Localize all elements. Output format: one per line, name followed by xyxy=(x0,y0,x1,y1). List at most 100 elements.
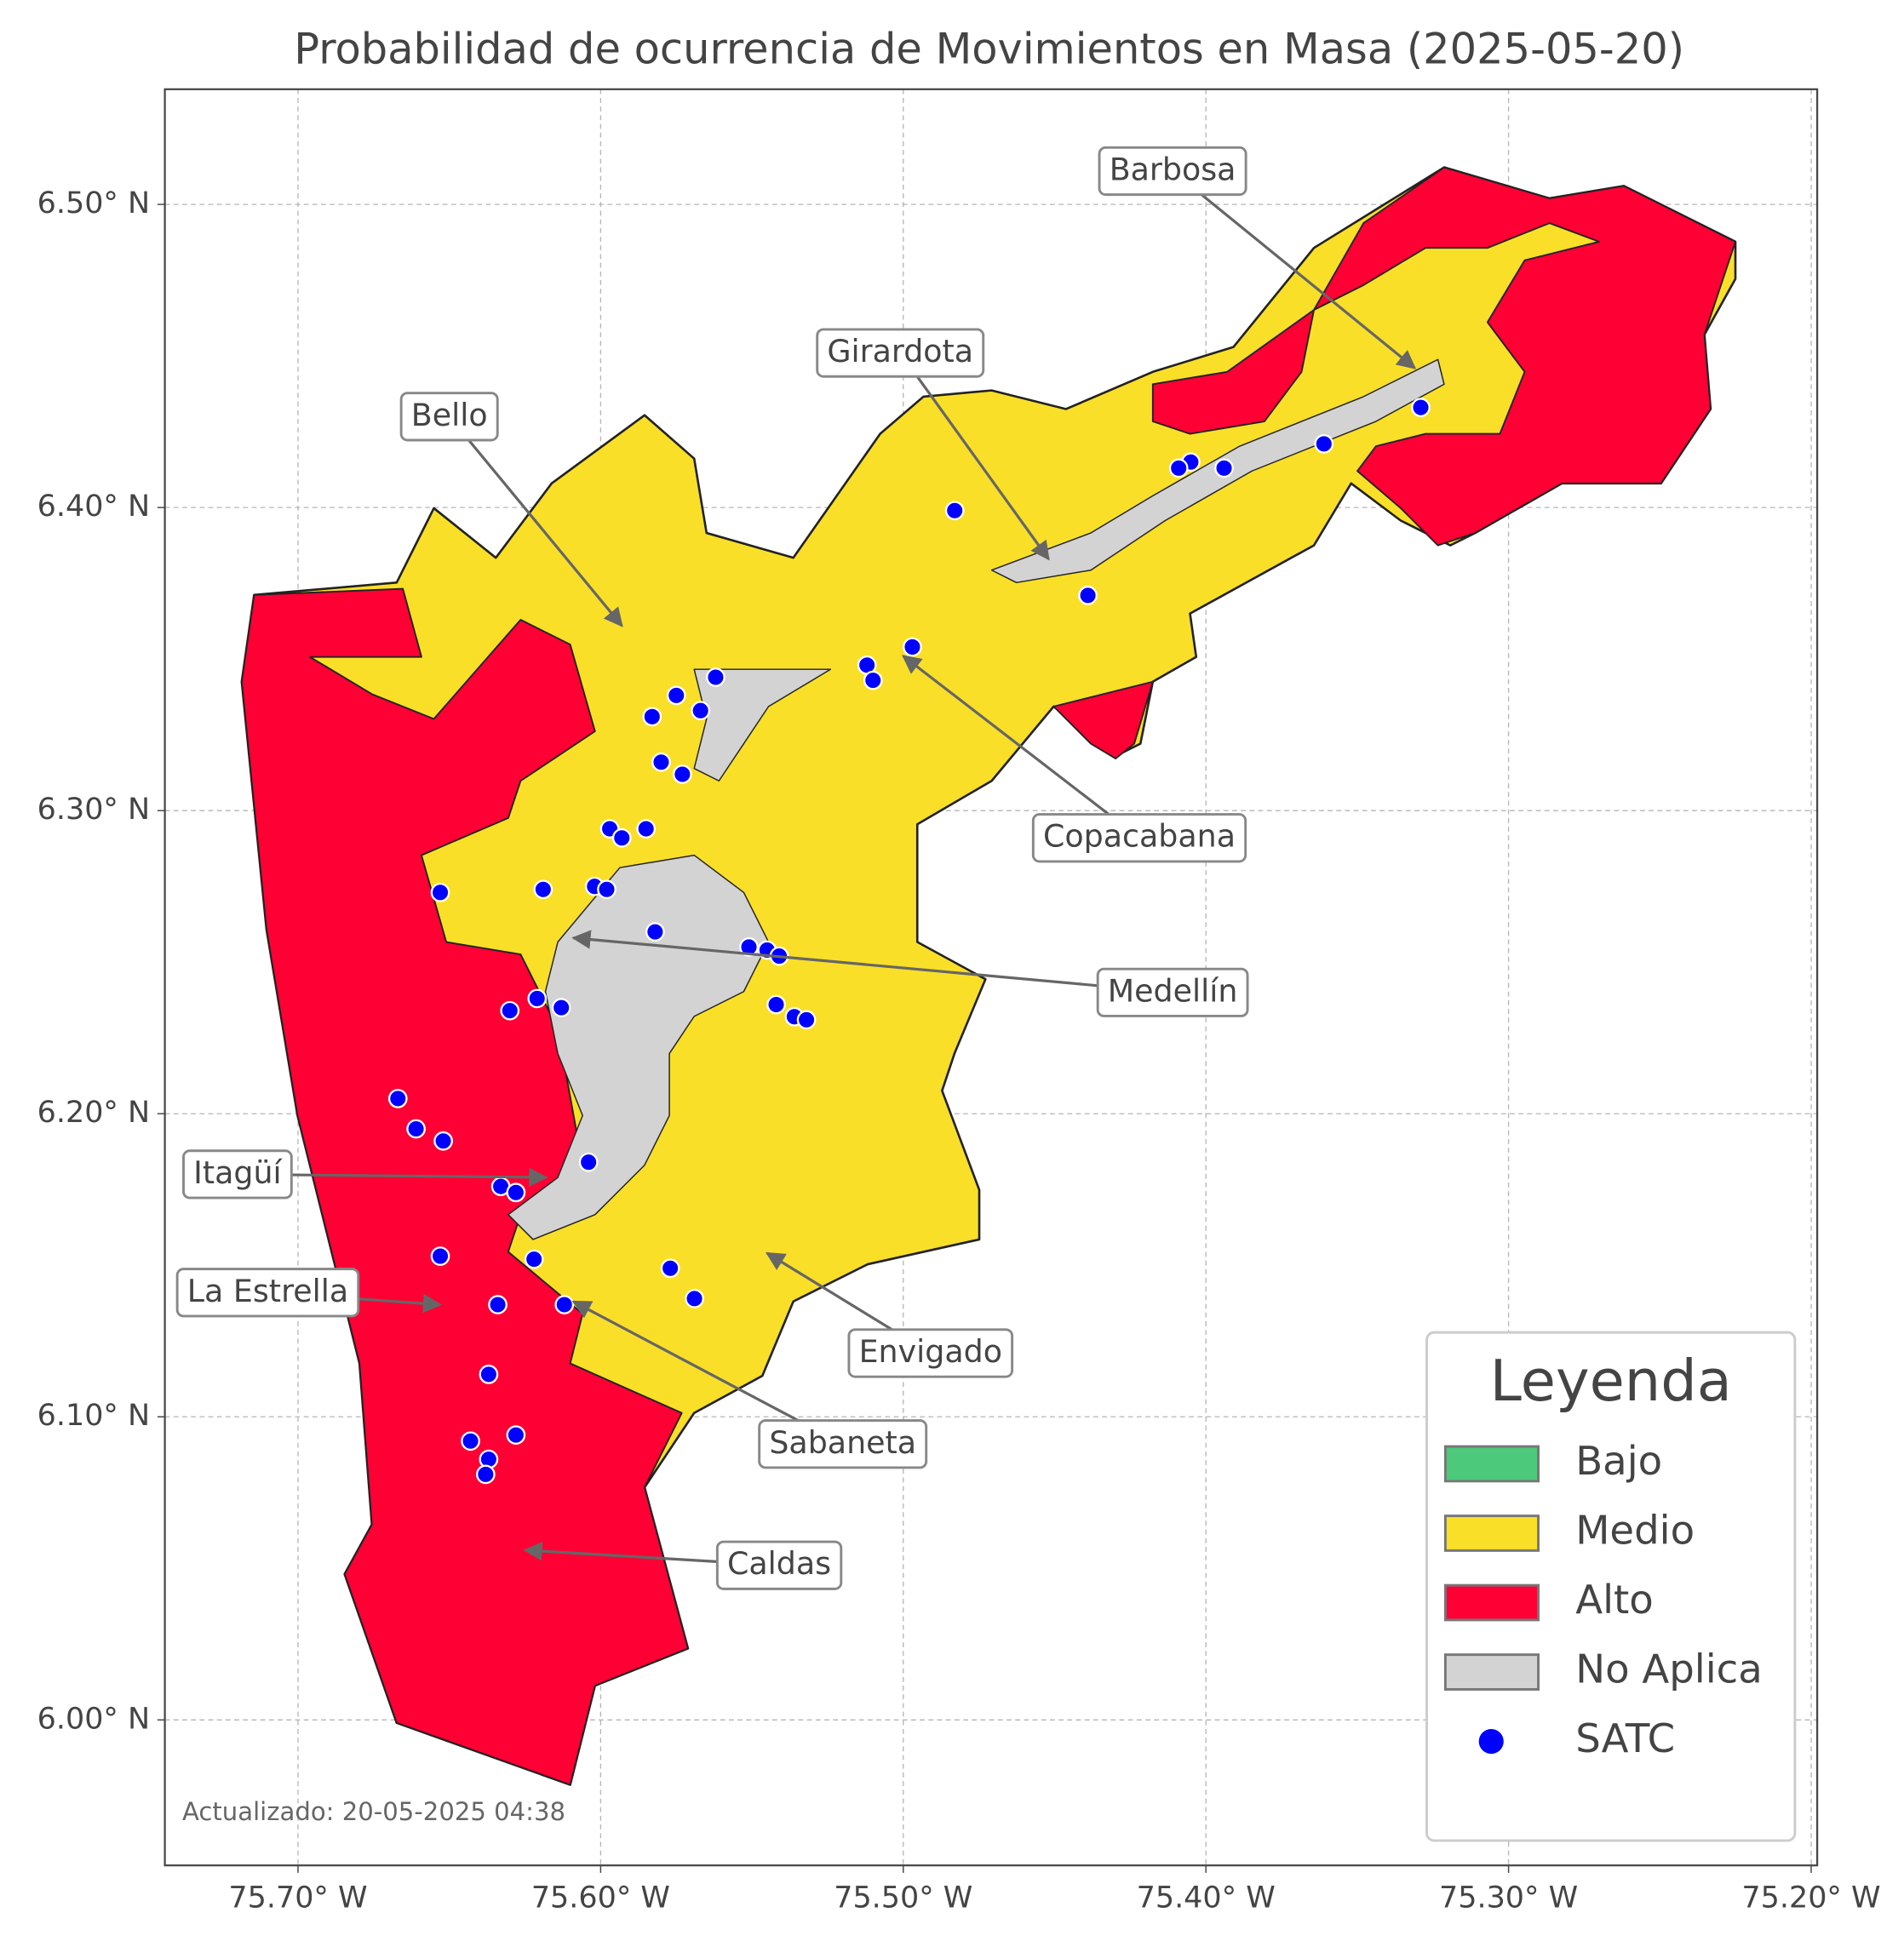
update-note: Actualizado: 20-05-2025 04:38 xyxy=(182,1797,565,1826)
y-tick-label: 6.00° N xyxy=(37,1702,150,1736)
legend-marker xyxy=(1478,1729,1504,1755)
satc-point xyxy=(1314,434,1334,454)
satc-point xyxy=(506,1425,526,1445)
satc-point xyxy=(430,1246,450,1266)
annotation-label: Medellín xyxy=(1108,972,1238,1009)
satc-point xyxy=(642,707,662,727)
satc-point xyxy=(578,1152,599,1172)
annotation-box xyxy=(1031,813,1247,863)
satc-point xyxy=(533,879,553,900)
legend-swatch xyxy=(1443,1583,1540,1622)
satc-point xyxy=(672,764,692,784)
annotation-box xyxy=(399,392,499,442)
legend-swatch xyxy=(1443,1653,1540,1691)
satc-point xyxy=(903,637,922,657)
annotation-arrow xyxy=(571,930,1173,994)
annotation-label: Girardota xyxy=(827,333,973,369)
annotation-box xyxy=(182,1149,293,1200)
annotation-label: Envigado xyxy=(859,1333,1002,1370)
annotation-label: Itagüí xyxy=(193,1154,283,1191)
satc-point xyxy=(863,670,883,690)
annotations: Barbosa Girardota Bello Copacabana Medellín I… xyxy=(175,146,1417,1590)
plot-frame xyxy=(163,88,1819,1867)
satc-point xyxy=(433,1131,453,1151)
satc-point xyxy=(685,1289,704,1308)
legend-label: SATC xyxy=(1575,1715,1675,1761)
satc-point xyxy=(1078,586,1098,605)
satc-point xyxy=(1168,458,1189,478)
satc-point xyxy=(636,819,657,839)
satc-point xyxy=(430,882,450,902)
satc-point xyxy=(551,998,571,1017)
annotation-box xyxy=(847,1328,1014,1378)
x-tick-label: 75.20° W xyxy=(1741,1881,1880,1915)
annotation-label: Bello xyxy=(411,397,488,433)
satc-point xyxy=(666,685,686,706)
marks xyxy=(387,398,1431,1485)
x-tick-label: 75.70° W xyxy=(228,1881,367,1915)
annotation-box xyxy=(1098,146,1247,197)
satc-point xyxy=(691,701,711,721)
annotation-label: La Estrella xyxy=(187,1273,348,1309)
annotation-box xyxy=(816,328,985,378)
satc-point xyxy=(944,501,965,521)
satc-point xyxy=(461,1431,480,1451)
satc-point xyxy=(766,994,786,1015)
x-tick-label: 75.60° W xyxy=(531,1881,670,1915)
map-title: Probabilidad de ocurrencia de Movimiento… xyxy=(294,25,1684,74)
legend: Leyenda Bajo Medio Alto No Aplica SATC xyxy=(1425,1331,1797,1842)
x-tick-label: 75.40° W xyxy=(1137,1881,1276,1915)
y-tick-label: 6.10° N xyxy=(37,1399,150,1433)
x-tick-label: 75.50° W xyxy=(834,1881,972,1915)
satc-point xyxy=(506,1182,526,1203)
regions xyxy=(240,166,1737,1786)
annotation-box xyxy=(175,1268,360,1318)
annotation-label: Copacabana xyxy=(1043,818,1236,855)
satc-point xyxy=(1411,398,1431,418)
annotation-label: Barbosa xyxy=(1110,151,1236,187)
y-tick-label: 6.30° N xyxy=(37,793,150,827)
legend-title: Leyenda xyxy=(1490,1348,1732,1414)
satc-point xyxy=(524,1249,544,1269)
annotation-arrow xyxy=(898,352,1050,561)
y-tick-label: 6.20° N xyxy=(37,1096,150,1130)
satc-point xyxy=(645,922,665,942)
annotation-box xyxy=(1096,967,1249,1017)
satc-point xyxy=(611,827,632,848)
annotation-arrow xyxy=(1172,169,1417,369)
annotation-arrow xyxy=(448,415,623,627)
annotation-box xyxy=(758,1419,928,1469)
annotation-label: Sabaneta xyxy=(769,1424,916,1461)
y-tick-label: 6.50° N xyxy=(37,186,150,220)
satc-point xyxy=(796,1010,817,1030)
satc-point xyxy=(527,988,548,1009)
satc-point xyxy=(597,879,617,900)
region-alto xyxy=(1151,166,1736,547)
satc-point xyxy=(406,1119,426,1139)
annotation-box xyxy=(715,1540,843,1590)
x-tick-label: 75.30° W xyxy=(1439,1881,1578,1915)
satc-point xyxy=(387,1089,408,1108)
satc-point xyxy=(554,1295,575,1314)
legend-label: Medio xyxy=(1575,1507,1695,1553)
region-alto xyxy=(1052,680,1154,759)
legend-swatch xyxy=(1443,1514,1540,1552)
region-no-aplica xyxy=(508,854,770,1240)
satc-point xyxy=(1214,458,1234,478)
satc-point xyxy=(475,1464,496,1485)
legend-label: Bajo xyxy=(1575,1438,1662,1484)
satc-point xyxy=(651,752,671,772)
legend-label: Alto xyxy=(1575,1577,1654,1623)
satc-point xyxy=(660,1258,680,1279)
region-no-aplica xyxy=(693,668,832,782)
annotation-label: Caldas xyxy=(727,1545,831,1582)
legend-swatch xyxy=(1443,1445,1540,1483)
satc-point xyxy=(488,1295,508,1314)
y-tick-label: 6.40° N xyxy=(37,490,150,524)
satc-point xyxy=(739,937,759,957)
annotation-arrow xyxy=(902,655,1140,839)
satc-point xyxy=(500,1000,520,1021)
legend-label: No Aplica xyxy=(1575,1646,1763,1692)
